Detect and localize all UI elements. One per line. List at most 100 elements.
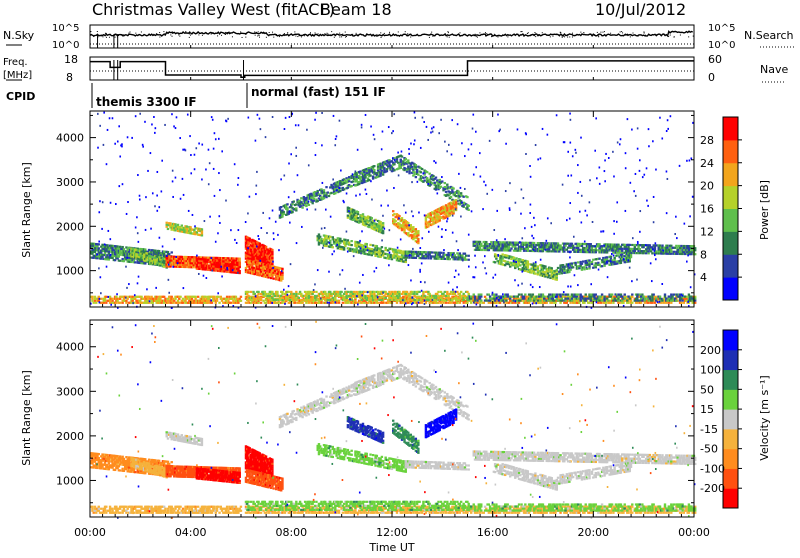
power-cell (167, 300, 169, 302)
power-cell (372, 244, 374, 246)
power-cell (176, 260, 178, 262)
noise-search-point (297, 36, 298, 37)
power-cell (436, 211, 438, 213)
noise-search-point (523, 36, 524, 37)
power-cell (411, 166, 413, 168)
power-cell (578, 243, 580, 245)
power-cell (494, 253, 496, 255)
power-cell (523, 300, 525, 302)
power-cell (583, 247, 585, 249)
nave-label: Nave (760, 63, 788, 76)
power-cell (265, 302, 267, 304)
power-cell (546, 246, 548, 248)
power-cell (108, 252, 110, 254)
power-cell (281, 278, 283, 280)
power-cell (111, 298, 113, 300)
power-cell (389, 256, 391, 258)
power-cell (407, 302, 409, 304)
power-cell (486, 243, 488, 245)
noise-search-point (583, 32, 584, 33)
power-cell (323, 197, 325, 199)
noise-search-point (534, 32, 535, 33)
power-cell (457, 193, 459, 195)
power-cell (430, 214, 432, 216)
power-cell (350, 244, 352, 246)
noise-search-point (255, 35, 256, 36)
noise-search-point (527, 33, 528, 34)
power-cell (559, 302, 561, 304)
noise-search-point (163, 31, 164, 32)
power-cell (454, 258, 456, 260)
noise-search-point (548, 35, 549, 36)
power-cell (403, 229, 405, 231)
power-cell (295, 207, 297, 209)
power-cell (610, 256, 612, 258)
power-cell (460, 192, 462, 194)
power-cell (226, 263, 228, 265)
power-cell (581, 263, 583, 265)
power-cell (281, 276, 283, 278)
power-cell (119, 260, 121, 262)
power-cell (457, 258, 459, 260)
power-cell (466, 302, 468, 304)
power-cell (666, 247, 668, 249)
power-cell (621, 248, 623, 250)
power-cell (468, 259, 470, 261)
power-cell (186, 225, 188, 227)
power-cell (630, 254, 632, 256)
power-cell (527, 264, 529, 266)
power-cell (571, 243, 573, 245)
power-cell (563, 268, 565, 270)
power-cell (238, 266, 240, 268)
power-cell (544, 265, 546, 267)
power-cell (291, 203, 293, 205)
power-cell (325, 186, 327, 188)
noise-search-point (189, 37, 190, 38)
power-cell (450, 252, 452, 254)
power-cell (373, 165, 375, 167)
power-cell (481, 249, 483, 251)
power-cell (595, 266, 597, 268)
power-cell (344, 239, 346, 241)
power-cell (588, 259, 590, 261)
power-cell (444, 182, 446, 184)
noise-search-point (279, 36, 280, 37)
power-cell (527, 260, 529, 262)
power-cell (339, 190, 341, 192)
power-cell (568, 271, 570, 273)
power-cell (356, 174, 358, 176)
power-cell (240, 300, 242, 302)
power-cell (417, 174, 419, 176)
noise-search-point (638, 35, 639, 36)
noise-search-point (627, 35, 628, 36)
power-cell (613, 248, 615, 250)
noise-search-point (263, 33, 264, 34)
power-cell (426, 171, 428, 173)
power-cell (542, 242, 544, 244)
freq-label-line2: [MHz] (3, 70, 32, 81)
power-cell (415, 176, 417, 178)
power-cell (317, 200, 319, 202)
power-cell (494, 261, 496, 263)
power-cell (182, 302, 184, 304)
noise-search-point (399, 36, 400, 37)
noise-search-point (410, 33, 411, 34)
power-cell (362, 213, 364, 215)
power-cell (588, 265, 590, 267)
noise-search-point (656, 34, 657, 35)
power-cell (412, 226, 414, 228)
power-cell (286, 203, 288, 205)
noise-search-point (380, 32, 381, 33)
power-cell (396, 158, 398, 160)
power-cell (548, 242, 550, 244)
power-cell (683, 251, 685, 253)
power-cell (376, 172, 378, 174)
power-cell (490, 247, 492, 249)
power-cell (262, 300, 264, 302)
power-cell (666, 245, 668, 247)
noise-search-point (447, 35, 448, 36)
noise-search-point (110, 34, 111, 35)
power-cell (556, 277, 558, 279)
power-cell (663, 252, 665, 254)
